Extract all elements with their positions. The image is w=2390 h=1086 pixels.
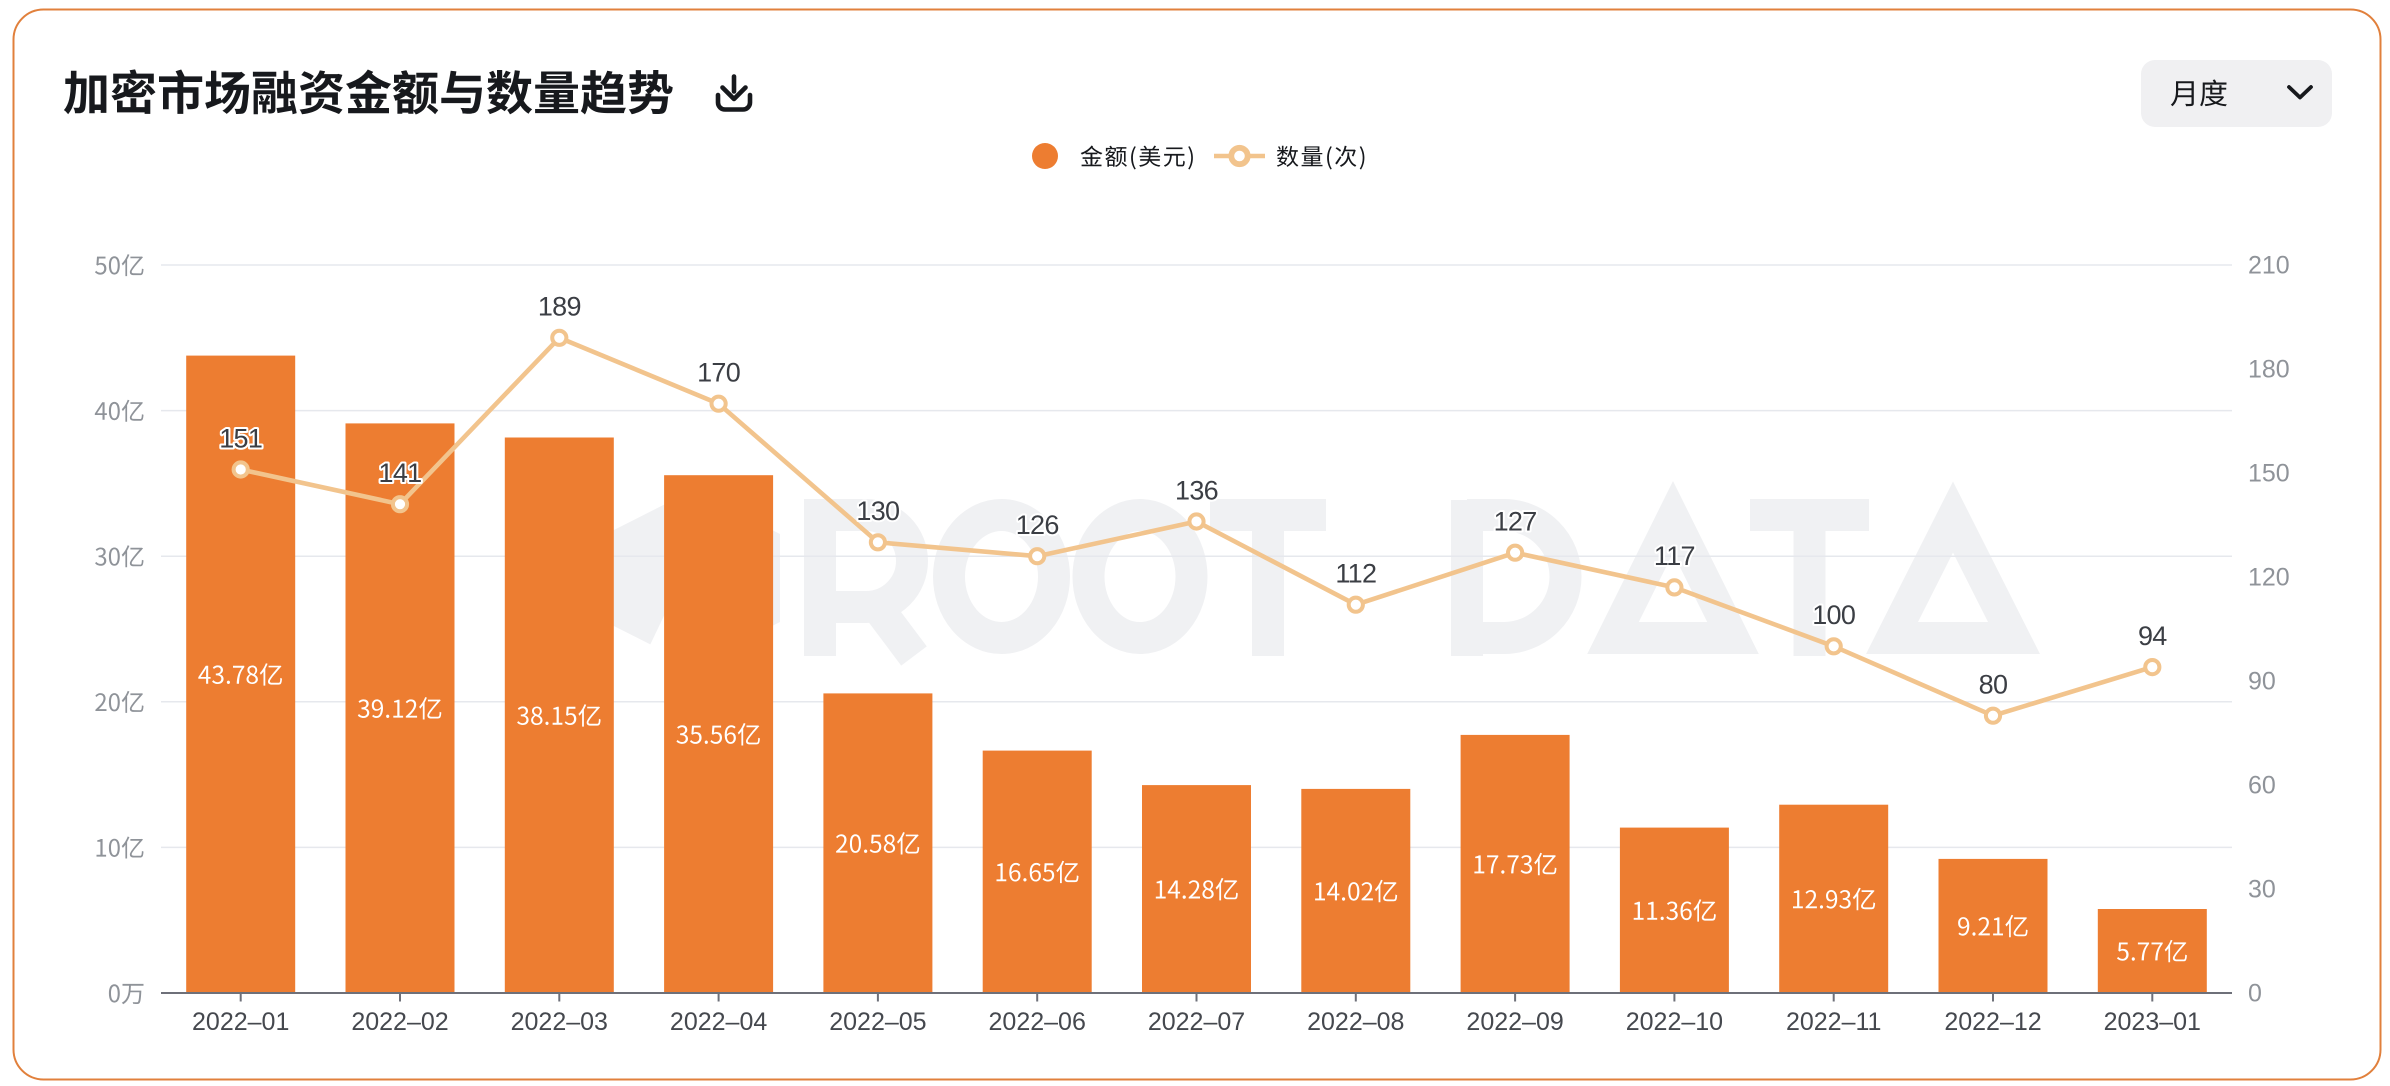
svg-text:210: 210 [2248, 252, 2290, 280]
svg-text:130: 130 [856, 496, 899, 526]
svg-text:127: 127 [1494, 507, 1537, 537]
svg-text:0: 0 [2248, 980, 2262, 1008]
svg-text:189: 189 [538, 292, 581, 322]
svg-text:60: 60 [2248, 772, 2276, 800]
svg-text:136: 136 [1175, 475, 1218, 505]
svg-text:180: 180 [2248, 356, 2290, 384]
svg-text:2022–05: 2022–05 [829, 1008, 926, 1036]
svg-text:2022–09: 2022–09 [1466, 1008, 1563, 1036]
svg-text:126: 126 [1016, 510, 1059, 540]
svg-text:141: 141 [379, 458, 422, 488]
svg-text:2022–04: 2022–04 [670, 1008, 767, 1036]
svg-text:2022–06: 2022–06 [989, 1008, 1086, 1036]
svg-text:2022–07: 2022–07 [1148, 1008, 1245, 1036]
svg-text:80: 80 [1979, 670, 2008, 700]
svg-text:2022–08: 2022–08 [1307, 1008, 1404, 1036]
svg-text:90: 90 [2248, 668, 2276, 696]
svg-text:100: 100 [1812, 600, 1855, 630]
svg-text:150: 150 [2248, 460, 2290, 488]
svg-text:2023–01: 2023–01 [2104, 1008, 2201, 1036]
svg-text:30: 30 [2248, 876, 2276, 904]
svg-text:117: 117 [1654, 541, 1695, 571]
svg-text:2022–10: 2022–10 [1626, 1008, 1723, 1036]
svg-text:170: 170 [697, 358, 740, 388]
svg-text:2022–11: 2022–11 [1786, 1008, 1881, 1036]
svg-text:2022–01: 2022–01 [192, 1008, 289, 1036]
svg-text:2022–03: 2022–03 [511, 1008, 608, 1036]
svg-text:151: 151 [219, 423, 262, 453]
svg-text:2022–12: 2022–12 [1944, 1008, 2041, 1036]
svg-text:2022–02: 2022–02 [351, 1008, 448, 1036]
svg-text:94: 94 [2138, 621, 2167, 651]
svg-text:112: 112 [1335, 559, 1376, 589]
svg-text:120: 120 [2248, 564, 2290, 592]
